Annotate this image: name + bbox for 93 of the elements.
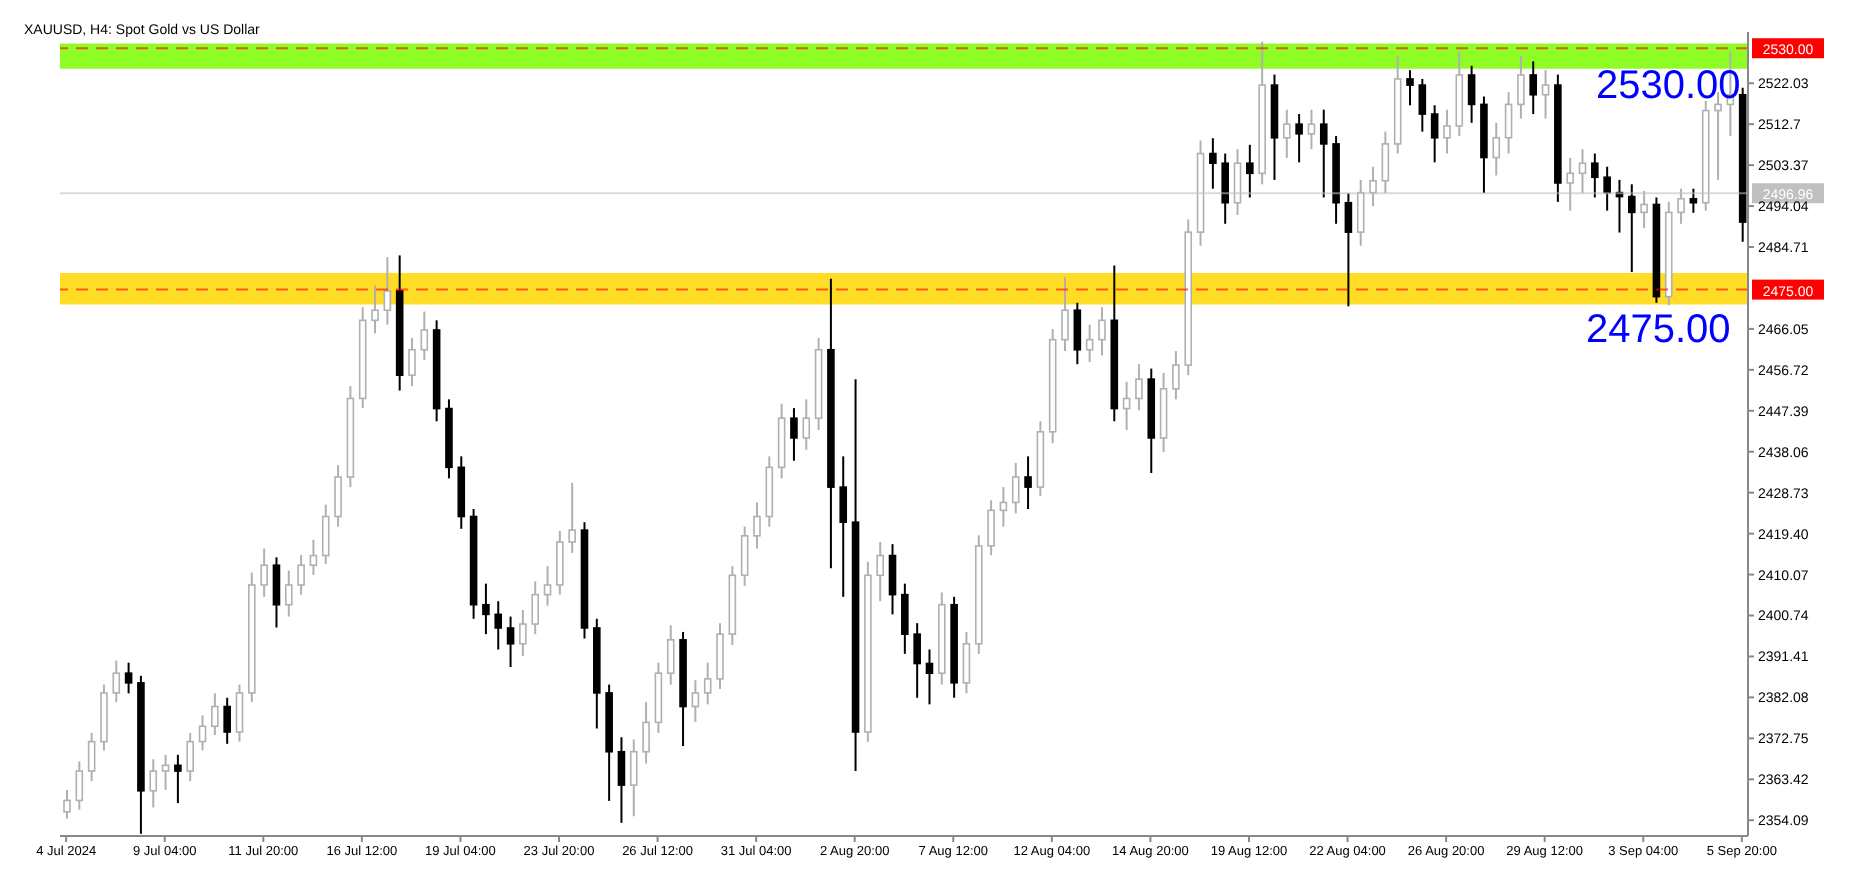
candlestick [1246,143,1254,199]
candlestick [260,547,268,598]
candlestick [1233,148,1242,217]
candlestick [309,538,318,576]
candlestick [420,310,429,361]
candlestick [1381,130,1390,195]
candlestick [482,582,490,636]
candlestick [1369,165,1377,208]
candlestick [901,582,909,655]
candlestick [802,398,811,451]
candlestick [124,661,133,695]
candlestick [703,661,712,706]
candlestick [1406,69,1414,107]
candlestick [1689,187,1698,214]
candlestick [371,284,379,335]
candlestick [1627,183,1636,274]
candlestick [1085,323,1094,364]
candlestick [1541,69,1550,120]
candlestick [408,336,416,388]
candlestick [223,696,231,745]
candlestick [1418,77,1427,133]
candlestick [1221,152,1229,225]
candlestick [297,554,305,596]
annotation: 2475.00 [1586,308,1731,354]
candlestick [753,501,761,550]
candlestick [1283,108,1291,159]
candlestick [568,481,576,554]
candlestick [716,622,724,690]
candlestick [999,486,1008,528]
candlestick [1307,108,1316,151]
candlestick [174,753,182,805]
candlestick [1356,178,1365,247]
candlestick [186,731,195,783]
candlestick [839,455,848,598]
candlestick [1677,187,1685,225]
candlestick [494,600,503,651]
candlestick [1098,306,1106,357]
candlestick [888,543,897,616]
candlestick [1529,60,1538,116]
candlestick [1172,350,1180,401]
candlestick [642,701,650,765]
candlestick [506,615,515,669]
candlestick [75,760,84,811]
candlestick [383,256,392,326]
candlestick [63,788,71,820]
candlestick [1517,54,1525,120]
candlestick [149,758,158,809]
candlestick [1319,108,1328,199]
candlestick [1430,104,1439,164]
candlestick [740,525,749,587]
candlestick [211,692,219,737]
candlestick [198,714,207,752]
candlestick [691,679,700,723]
candlestick [284,569,293,618]
candlestick [519,608,527,658]
candlestick [112,659,121,704]
candlestick [161,753,170,791]
candlestick [1591,152,1599,199]
candlestick [1061,275,1069,353]
candlestick [531,580,539,636]
candlestick [1122,380,1131,432]
candlestick [1443,108,1451,155]
candlestick [556,529,564,596]
candlestick [1209,137,1217,190]
candlestick [913,622,921,699]
candlestick [1566,156,1574,212]
candlestick [543,565,552,607]
candlestick [1467,64,1476,124]
candlestick [1011,461,1020,515]
candlestick [629,738,638,818]
candlestick [962,630,971,695]
candlestick [1492,121,1501,177]
candlestick [235,683,244,743]
candlestick [1073,301,1082,366]
candlestick [987,499,995,557]
candlestick [321,503,330,565]
candlestick [1295,113,1303,164]
candlestick [1504,91,1513,155]
candlestick [666,624,675,686]
candlestick [87,731,96,783]
candlestick [1578,148,1587,195]
candlestick [876,540,884,603]
candlestick [617,736,626,824]
annotation: 2530.00 [1596,64,1741,110]
candlestick [1603,165,1611,212]
candlestick [272,556,281,629]
candlestick [1135,363,1143,412]
candlestick [790,407,798,462]
candlestick [1640,189,1648,230]
candlestick [334,464,342,528]
candlestick [1344,192,1353,308]
candlestick [1024,455,1032,511]
candlestick [925,648,934,706]
